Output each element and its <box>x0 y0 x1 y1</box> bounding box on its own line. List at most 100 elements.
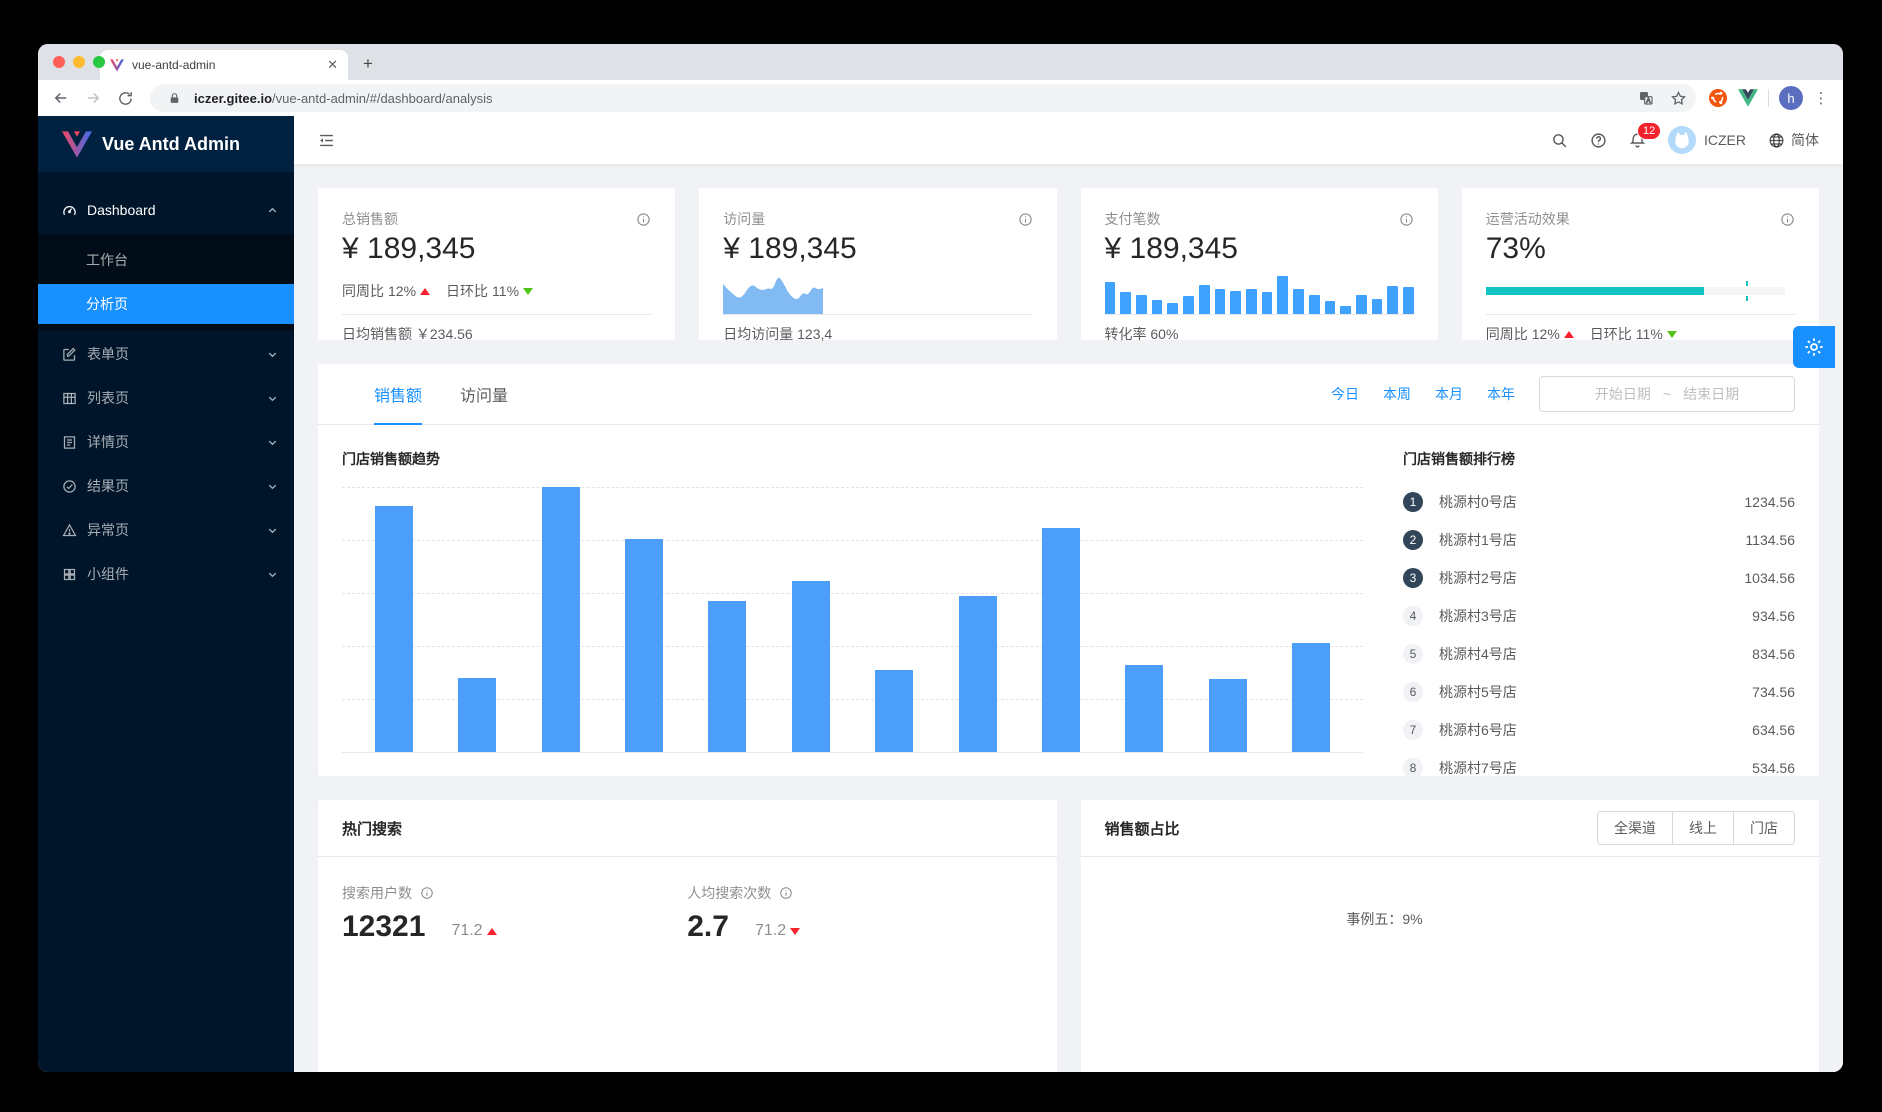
back-icon[interactable] <box>48 85 74 111</box>
browser-profile-avatar[interactable]: h <box>1779 86 1803 110</box>
user-menu[interactable]: ICZER <box>1668 126 1746 154</box>
theme-settings-button[interactable] <box>1793 326 1835 368</box>
blocks-icon <box>62 567 77 582</box>
reload-icon[interactable] <box>112 85 138 111</box>
extension-vue-icon[interactable] <box>1738 89 1758 107</box>
date-end-placeholder[interactable]: 结束日期 <box>1683 386 1740 402</box>
progress-target-marker-top <box>1746 281 1749 286</box>
store-value: 534.56 <box>1752 760 1795 776</box>
app-logo[interactable]: Vue Antd Admin <box>38 116 294 172</box>
tab-close-icon[interactable]: ✕ <box>327 57 338 72</box>
hot-search-panel: 热门搜索 搜索用户数 12321 <box>318 800 1057 1072</box>
url-path: /vue-antd-admin/#/dashboard/analysis <box>272 90 493 106</box>
sparkline-bar <box>1324 301 1336 314</box>
link-this-month[interactable]: 本月 <box>1435 386 1463 402</box>
sidebar-item-form[interactable]: 表单页 <box>38 334 294 374</box>
caret-down-icon <box>790 927 801 935</box>
radio-all-channels[interactable]: 全渠道 <box>1597 811 1673 845</box>
sidebar: Vue Antd Admin Dashboard 工作台 分析 <box>38 116 294 1072</box>
store-name: 桃源村1号店 <box>1439 532 1517 548</box>
trend-chart-title: 门店销售额趋势 <box>342 451 440 467</box>
language-switcher[interactable]: 简体 <box>1768 130 1819 150</box>
info-icon[interactable] <box>779 886 793 900</box>
trend-bar <box>374 505 413 752</box>
date-range-picker[interactable]: 开始日期 ~ 结束日期 <box>1539 376 1795 412</box>
zoom-window-button[interactable] <box>93 56 105 68</box>
globe-icon <box>1768 132 1785 149</box>
url-text[interactable]: iczer.gitee.io/vue-antd-admin/#/dashboar… <box>194 91 1626 106</box>
sparkline-bar <box>1135 294 1147 314</box>
tab-sales[interactable]: 销售额 <box>374 364 423 425</box>
trend-bar <box>708 600 747 752</box>
bookmark-star-icon[interactable] <box>1666 86 1690 110</box>
panel-title: 销售额占比 <box>1104 820 1180 838</box>
browser-tabstrip: vue-antd-admin ✕ + <box>38 44 1843 80</box>
user-avatar <box>1668 126 1696 154</box>
gridline <box>342 487 1363 488</box>
info-icon[interactable] <box>636 212 651 227</box>
page-content: 总销售额 ¥ 189,345 同周比 12% 日环比 11% 日均销售额 ￥234.… <box>294 164 1843 1072</box>
chevron-down-icon <box>267 393 278 404</box>
trend-bar <box>1208 679 1247 752</box>
close-window-button[interactable] <box>53 56 65 68</box>
sidebar-item-result[interactable]: 结果页 <box>38 466 294 506</box>
trend-bar <box>1125 664 1164 752</box>
sidebar-item-list[interactable]: 列表页 <box>38 378 294 418</box>
extension-orange-icon[interactable] <box>1708 88 1728 108</box>
info-icon[interactable] <box>1018 212 1033 227</box>
card-footer: 日均销售额 ￥234.56 <box>342 314 652 344</box>
url-domain: iczer.gitee.io <box>194 90 273 106</box>
check-circle-icon <box>62 479 77 494</box>
sparkline-bar <box>1277 276 1289 314</box>
sidebar-item-widgets[interactable]: 小组件 <box>38 554 294 594</box>
date-start-placeholder[interactable]: 开始日期 <box>1594 386 1651 402</box>
window-controls[interactable] <box>53 56 105 68</box>
sparkline-bar <box>1167 302 1179 314</box>
caret-up-icon <box>1563 330 1574 338</box>
sidebar-item-exception[interactable]: 异常页 <box>38 510 294 550</box>
trend-bar <box>791 581 830 752</box>
link-today[interactable]: 今日 <box>1331 386 1359 402</box>
trend-bar <box>958 595 997 752</box>
ranking-row: 5 桃源村4号店 834.56 <box>1403 643 1795 665</box>
rank-badge: 8 <box>1403 758 1423 778</box>
rank-badge: 5 <box>1403 644 1423 664</box>
help-icon[interactable] <box>1590 132 1607 149</box>
link-this-week[interactable]: 本周 <box>1383 386 1411 402</box>
browser-menu-icon[interactable]: ⋮ <box>1813 90 1829 107</box>
sidebar-item-dashboard[interactable]: Dashboard <box>38 190 294 230</box>
minimize-window-button[interactable] <box>73 56 85 68</box>
sparkline-bar <box>1371 299 1383 314</box>
forward-icon[interactable] <box>80 85 106 111</box>
sidebar-item-detail[interactable]: 详情页 <box>38 422 294 462</box>
stat-cards-row: 总销售额 ¥ 189,345 同周比 12% 日环比 11% 日均销售额 ￥234.… <box>318 188 1819 342</box>
sidebar-item-workbench[interactable]: 工作台 <box>86 252 128 268</box>
radio-stores[interactable]: 门店 <box>1733 811 1795 845</box>
info-icon[interactable] <box>420 886 434 900</box>
address-bar[interactable]: iczer.gitee.io/vue-antd-admin/#/dashboar… <box>150 84 1696 112</box>
activity-progress-bar <box>1485 281 1785 301</box>
browser-tab[interactable]: vue-antd-admin ✕ <box>100 50 348 80</box>
language-label: 简体 <box>1791 132 1819 148</box>
search-icon[interactable] <box>1551 132 1568 149</box>
link-this-year[interactable]: 本年 <box>1487 386 1515 402</box>
metric-search-per-user: 人均搜索次数 2.7 71.2 <box>687 883 1032 943</box>
tab-visits[interactable]: 访问量 <box>460 388 509 405</box>
ranking-row: 3 桃源村2号店 1034.56 <box>1403 567 1795 589</box>
toolbar-divider <box>1768 89 1769 107</box>
metric-value: 2.7 <box>687 910 729 943</box>
sidebar-item-analysis[interactable]: 分析页 <box>38 284 294 324</box>
store-name: 桃源村6号店 <box>1439 722 1517 738</box>
radio-online[interactable]: 线上 <box>1672 811 1734 845</box>
info-icon[interactable] <box>1399 212 1414 227</box>
rank-badge: 6 <box>1403 682 1423 702</box>
menu-fold-icon[interactable] <box>302 116 350 164</box>
store-name: 桃源村2号店 <box>1439 570 1517 586</box>
notification-bell-icon[interactable]: 12 <box>1629 121 1662 149</box>
sparkline-bar <box>1356 294 1367 314</box>
new-tab-button[interactable]: + <box>363 54 373 73</box>
info-icon[interactable] <box>1780 212 1795 227</box>
dod-label: 日环比 <box>446 283 489 299</box>
